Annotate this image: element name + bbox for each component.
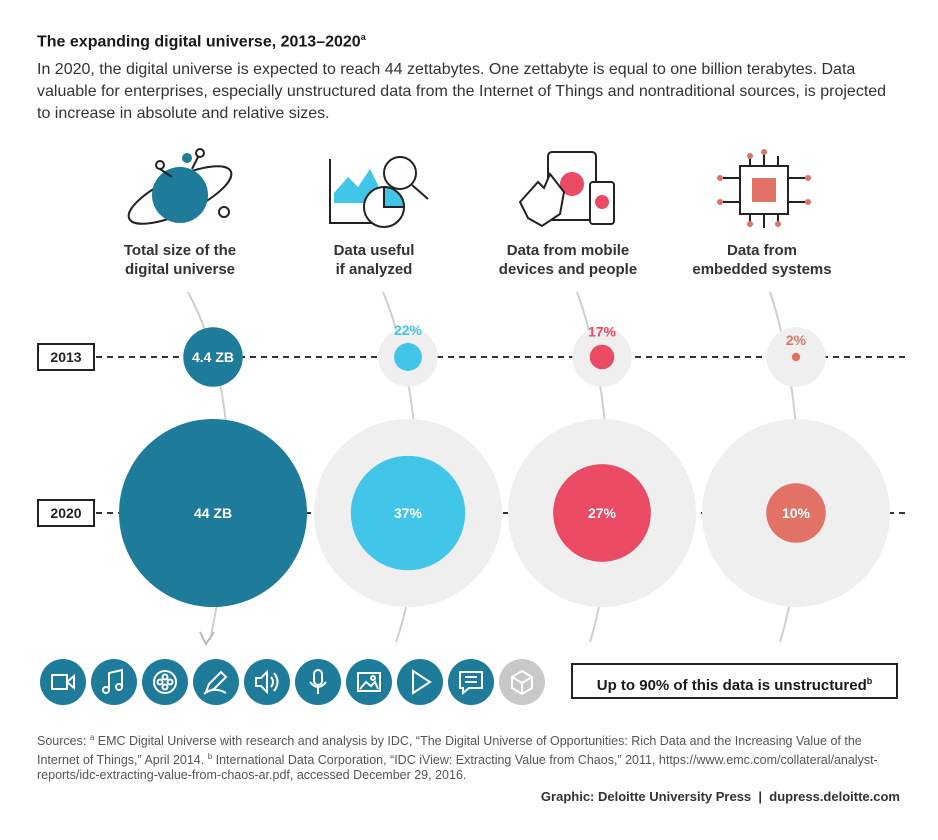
year-label-2013: 2013	[37, 343, 95, 371]
bubble-2013-cat3	[589, 344, 615, 370]
mobile-devices-icon	[518, 151, 615, 228]
image-icon	[346, 659, 392, 705]
category-label-total: Total size of the digital universe	[123, 242, 237, 278]
planet-icon	[127, 148, 233, 225]
chip-icon	[717, 149, 811, 228]
play-icon	[397, 659, 443, 705]
bubble-2013-cat4	[791, 352, 801, 362]
video-icon	[40, 659, 86, 705]
bubble-label-2013-cat4: 2%	[786, 332, 807, 348]
chart-title: The expanding digital universe, 2013–202…	[37, 32, 366, 51]
pen-icon	[193, 659, 239, 705]
speaker-icon	[244, 659, 290, 705]
bubble-label-2013-cat2: 22%	[394, 322, 423, 338]
bubble-label-2020-cat2: 37%	[394, 505, 423, 521]
graphic-credit: Graphic: Deloitte University Press | dup…	[540, 789, 900, 804]
music-icon	[91, 659, 137, 705]
category-label-embedded: Data from embedded systems	[692, 242, 832, 278]
bubble-2020-cat2	[350, 455, 466, 571]
bubble-2013-cat1	[183, 327, 243, 387]
film-reel-icon	[142, 659, 188, 705]
unstructured-media-icons	[40, 659, 545, 705]
unstructured-callout: Up to 90% of this data is unstructuredb	[571, 663, 898, 699]
microphone-icon	[295, 659, 341, 705]
category-label-useful: Data useful if analyzed	[333, 242, 415, 278]
bubble-2020-cat1	[119, 419, 307, 607]
year-label-2020: 2020	[37, 499, 95, 527]
chart-subtitle: In 2020, the digital universe is expecte…	[37, 61, 887, 122]
cube-icon	[499, 659, 545, 705]
title-footnote-marker: a	[360, 32, 366, 42]
arrow-head-icon	[199, 631, 215, 646]
bubble-2020-cat4	[766, 483, 826, 543]
bubble-chart: 4.4 ZB 22% 17% 2% 44 ZB 37% 27% 10%	[96, 148, 905, 646]
bubble-label-2020-cat3: 27%	[588, 505, 617, 521]
bubble-label-2020-cat1: 44 ZB	[194, 505, 232, 521]
bubble-label-2013-cat3: 17%	[588, 324, 617, 340]
chat-icon	[448, 659, 494, 705]
bubble-2020-cat3	[553, 464, 651, 562]
bubble-label-2013-cat1: 4.4 ZB	[192, 349, 234, 365]
category-label-mobile: Data from mobile devices and people	[498, 242, 638, 278]
sources-note: Sources: a EMC Digital Universe with res…	[37, 733, 878, 783]
analytics-icon	[329, 156, 429, 228]
bubble-label-2020-cat4: 10%	[782, 505, 811, 521]
bubble-2013-cat2	[394, 343, 422, 371]
